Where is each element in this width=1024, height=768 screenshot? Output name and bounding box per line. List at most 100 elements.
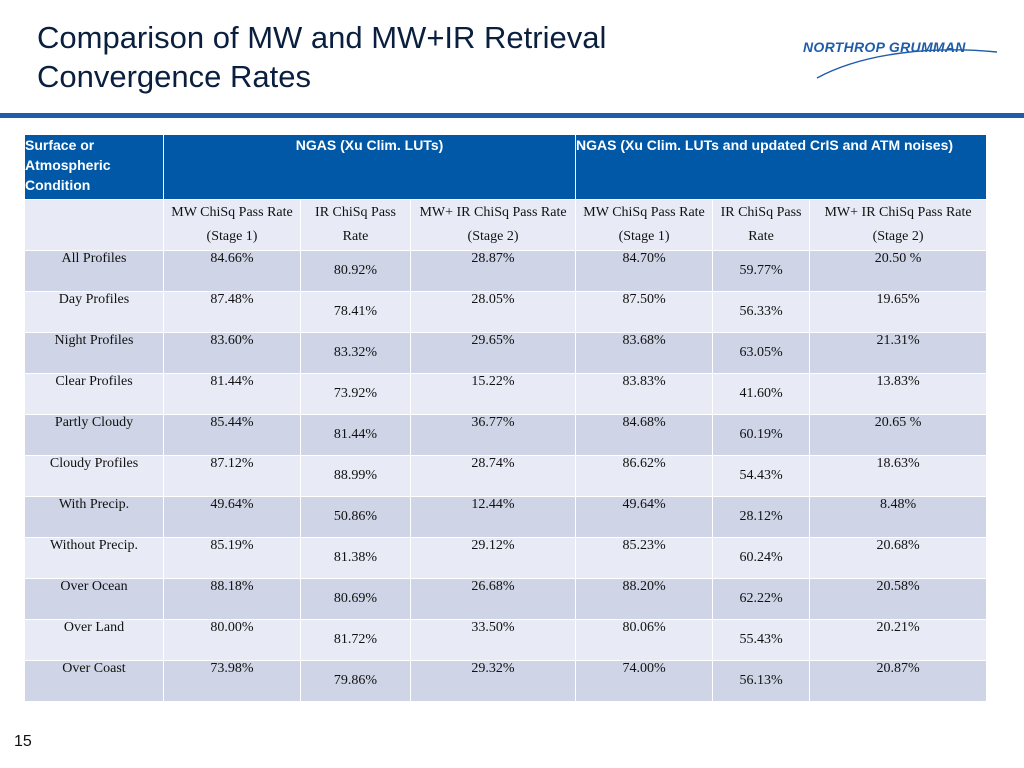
value-cell: 59.77% [712, 250, 811, 292]
table-row: Night Profiles 83.60% 83.32% 29.65% 83.68% 63… [24, 332, 988, 374]
table-row: Over Coast 73.98% 79.86% 29.32% 74.00% 56.13%… [24, 660, 988, 702]
value-cell: 15.22% [409, 373, 577, 415]
value-cell: 20.50 % [809, 250, 988, 292]
row-label-cell: Day Profiles [24, 291, 164, 333]
table-row: Day Profiles 87.48% 78.41% 28.05% 87.50% 56.3… [24, 291, 988, 333]
value-cell: 80.06% [575, 619, 714, 661]
value-cell: 80.69% [300, 578, 411, 620]
slide-title-line-1: Comparison of MW and MW+IR Retrieval [37, 20, 607, 55]
table-row: Clear Profiles 81.44% 73.92% 15.22% 83.83% 41… [24, 373, 988, 415]
value-cell: 84.70% [575, 250, 714, 292]
value-cell: 88.18% [163, 578, 301, 620]
group1-header: NGAS (Xu Clim. LUTs) [162, 134, 577, 200]
value-cell: 28.74% [409, 455, 577, 497]
table-row: All Profiles 84.66% 80.92% 28.87% 84.70% 59.7… [24, 250, 988, 292]
title-divider [0, 113, 1024, 118]
value-cell: 79.86% [300, 660, 411, 702]
row-label-cell: Night Profiles [24, 332, 164, 374]
subheader-cell: MW+ IR ChiSq Pass Rate (Stage 2) [409, 199, 577, 251]
value-cell: 56.13% [712, 660, 811, 702]
value-cell: 26.68% [409, 578, 577, 620]
value-cell: 73.98% [163, 660, 301, 702]
value-cell: 83.60% [163, 332, 301, 374]
value-cell: 13.83% [809, 373, 988, 415]
row-label-cell: Over Ocean [24, 578, 164, 620]
value-cell: 28.87% [409, 250, 577, 292]
value-cell: 20.65 % [809, 414, 988, 456]
value-cell: 49.64% [575, 496, 714, 538]
condition-header: Surface or Atmospheric Condition [24, 134, 164, 200]
value-cell: 20.58% [809, 578, 988, 620]
slide-title: Comparison of MW and MW+IR Retrieval Con… [37, 18, 737, 96]
northrop-grumman-logo: NORTHROP GRUMMAN [795, 30, 1000, 82]
value-cell: 28.12% [712, 496, 811, 538]
value-cell: 18.63% [809, 455, 988, 497]
value-cell: 60.24% [712, 537, 811, 579]
value-cell: 41.60% [712, 373, 811, 415]
value-cell: 80.00% [163, 619, 301, 661]
value-cell: 50.86% [300, 496, 411, 538]
value-cell: 87.12% [163, 455, 301, 497]
value-cell: 21.31% [809, 332, 988, 374]
value-cell: 85.19% [163, 537, 301, 579]
value-cell: 81.38% [300, 537, 411, 579]
row-label-cell: Without Precip. [24, 537, 164, 579]
value-cell: 20.68% [809, 537, 988, 579]
value-cell: 83.68% [575, 332, 714, 374]
value-cell: 87.48% [163, 291, 301, 333]
value-cell: 12.44% [409, 496, 577, 538]
row-label-cell: All Profiles [24, 250, 164, 292]
subheader-empty-cell [24, 199, 164, 251]
value-cell: 81.44% [163, 373, 301, 415]
value-cell: 73.92% [300, 373, 411, 415]
subheader-cell: IR ChiSq Pass Rate [300, 199, 411, 251]
row-label-cell: Cloudy Profiles [24, 455, 164, 497]
subheader-cell: MW+ IR ChiSq Pass Rate (Stage 2) [809, 199, 988, 251]
table-row: Partly Cloudy 85.44% 81.44% 36.77% 84.68% 60.… [24, 414, 988, 456]
value-cell: 84.66% [163, 250, 301, 292]
logo-swoosh-icon [816, 49, 998, 79]
value-cell: 81.44% [300, 414, 411, 456]
value-cell: 29.65% [409, 332, 577, 374]
value-cell: 84.68% [575, 414, 714, 456]
pass-rate-table: Surface or Atmospheric Condition NGAS (X… [24, 134, 988, 702]
row-label-cell: Clear Profiles [24, 373, 164, 415]
value-cell: 88.99% [300, 455, 411, 497]
value-cell: 62.22% [712, 578, 811, 620]
value-cell: 83.32% [300, 332, 411, 374]
value-cell: 74.00% [575, 660, 714, 702]
row-label-cell: Partly Cloudy [24, 414, 164, 456]
value-cell: 20.87% [809, 660, 988, 702]
value-cell: 88.20% [575, 578, 714, 620]
row-label-cell: Over Coast [24, 660, 164, 702]
table-header-row: Surface or Atmospheric Condition NGAS (X… [24, 134, 988, 200]
slide-title-line-2: Convergence Rates [37, 59, 311, 94]
value-cell: 36.77% [409, 414, 577, 456]
subheader-cell: MW ChiSq Pass Rate (Stage 1) [575, 199, 714, 251]
subheader-cell: MW ChiSq Pass Rate (Stage 1) [163, 199, 301, 251]
value-cell: 80.92% [300, 250, 411, 292]
group2-header: NGAS (Xu Clim. LUTs and updated CrIS and… [575, 134, 988, 200]
table-row: Over Ocean 88.18% 80.69% 26.68% 88.20% 62.22%… [24, 578, 988, 620]
logo-text: NORTHROP GRUMMAN [803, 39, 966, 55]
value-cell: 29.12% [409, 537, 577, 579]
value-cell: 78.41% [300, 291, 411, 333]
value-cell: 60.19% [712, 414, 811, 456]
row-label-cell: Over Land [24, 619, 164, 661]
table-row: With Precip. 49.64% 50.86% 12.44% 49.64% 28.1… [24, 496, 988, 538]
value-cell: 33.50% [409, 619, 577, 661]
value-cell: 56.33% [712, 291, 811, 333]
value-cell: 19.65% [809, 291, 988, 333]
value-cell: 81.72% [300, 619, 411, 661]
table-row: Cloudy Profiles 87.12% 88.99% 28.74% 86.62% 5… [24, 455, 988, 497]
table-subheader-row: MW ChiSq Pass Rate (Stage 1) IR ChiSq Pa… [24, 199, 988, 251]
value-cell: 87.50% [575, 291, 714, 333]
value-cell: 20.21% [809, 619, 988, 661]
value-cell: 55.43% [712, 619, 811, 661]
table-row: Over Land 80.00% 81.72% 33.50% 80.06% 55.43% 2… [24, 619, 988, 661]
row-label-cell: With Precip. [24, 496, 164, 538]
value-cell: 86.62% [575, 455, 714, 497]
value-cell: 29.32% [409, 660, 577, 702]
page-number: 15 [14, 733, 32, 750]
value-cell: 54.43% [712, 455, 811, 497]
